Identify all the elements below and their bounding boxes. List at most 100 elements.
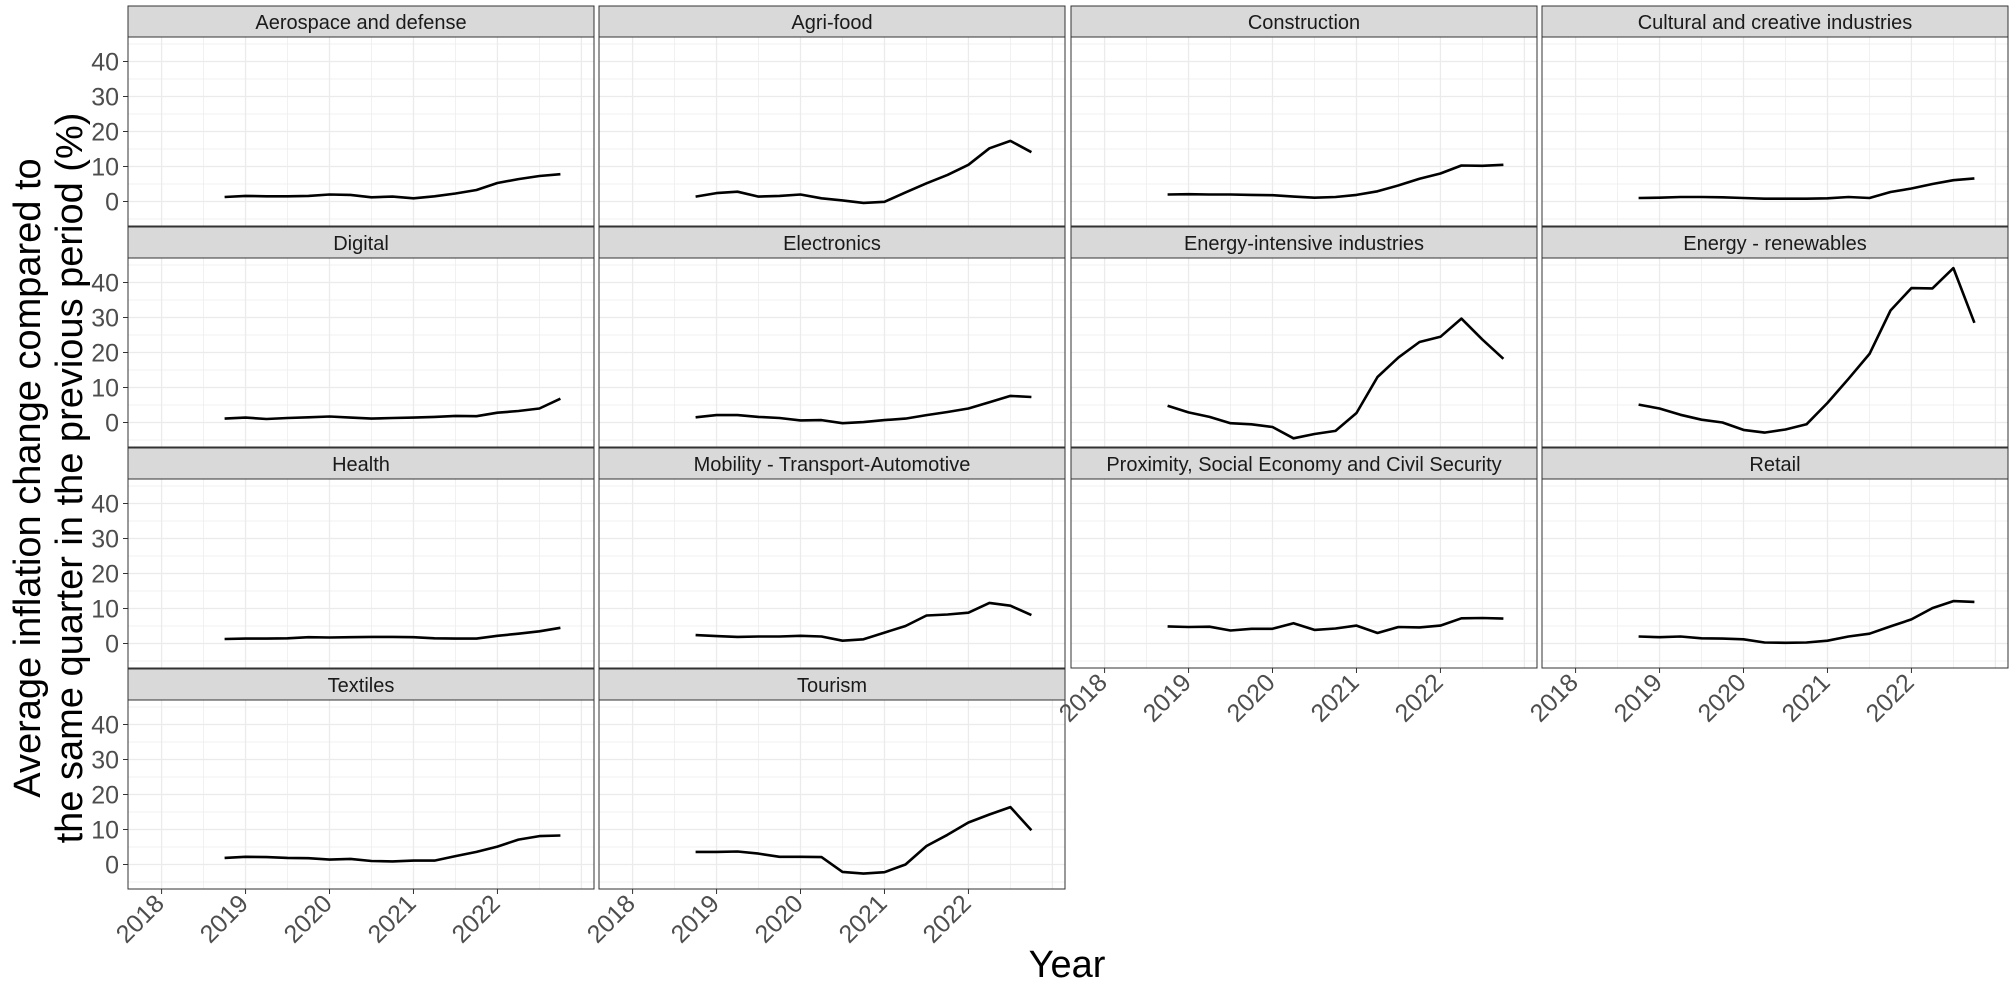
- panel-grid: [599, 258, 1065, 447]
- panel-grid: [1071, 479, 1537, 668]
- panel-grid: [599, 37, 1065, 226]
- series-line: [695, 601, 1032, 643]
- y-tick-label: 0: [105, 189, 119, 217]
- series-line: [224, 397, 561, 421]
- facet-strip-label: Electronics: [783, 233, 881, 255]
- facet-tourism: Tourism: [598, 668, 1066, 890]
- panel-grid: [128, 700, 594, 889]
- facet-retail: Retail: [1541, 447, 2009, 669]
- y-tick-label: 40: [91, 270, 119, 298]
- facet-strip: [127, 668, 595, 701]
- y-tick-label: 20: [91, 119, 119, 147]
- x-tick-label: 2022: [447, 889, 506, 948]
- y-tick-label: 30: [91, 84, 119, 112]
- facet-strip-label: Textiles: [328, 675, 395, 697]
- y-tick-label: 30: [91, 747, 119, 775]
- x-tick-label: 2018: [1525, 668, 1584, 727]
- facet-strip: [598, 447, 1066, 480]
- facet-agri-food: Agri-food: [598, 5, 1066, 227]
- x-tick-label: 2020: [279, 889, 338, 948]
- panel-grid: [128, 479, 594, 668]
- panel-grid: [1542, 37, 2008, 226]
- y-axis-ticks: 0 10 20 30 40 0 10 20 30 40 0 10 20 30 40 0 10 20 30 40: [91, 49, 128, 880]
- x-tick-label: 2021: [1777, 668, 1836, 727]
- facet-energy-intensive-industries: Energy-intensive industries: [1070, 226, 1538, 448]
- y-axis-title-line-1: Average inflation change compared to: [7, 158, 49, 797]
- facet-textiles: Textiles: [127, 668, 595, 890]
- x-tick-label: 2022: [1390, 668, 1449, 727]
- facet-strip-label: Proximity, Social Economy and Civil Secu…: [1106, 454, 1501, 476]
- panel-border: [598, 36, 1066, 227]
- facet-aerospace-and-defense: Aerospace and defense: [127, 5, 595, 227]
- facet-energy-renewables: Energy - renewables: [1541, 226, 2009, 448]
- series-line: [1167, 317, 1505, 440]
- x-tick-label: 2020: [1693, 668, 1752, 727]
- y-tick-label: 0: [105, 631, 119, 659]
- facet-strip-label: Cultural and creative industries: [1638, 12, 1913, 34]
- y-tick-label: 10: [91, 154, 119, 182]
- facet-strip-label: Energy - renewables: [1683, 233, 1866, 255]
- series-line: [224, 626, 561, 641]
- series-line: [1167, 616, 1504, 635]
- x-tick-label: 2020: [750, 889, 809, 948]
- x-tick-label: 2021: [363, 889, 422, 948]
- facet-strip-label: Digital: [333, 233, 389, 255]
- series-line: [224, 172, 561, 200]
- y-tick-label: 20: [91, 561, 119, 589]
- facet-strip: [127, 5, 595, 38]
- panel-grid: [128, 37, 594, 226]
- series-line: [1638, 177, 1975, 200]
- facet-strip: [1070, 447, 1538, 480]
- series-line: [695, 805, 1033, 875]
- panel-grid: [599, 479, 1065, 668]
- x-tick-label: 2018: [582, 889, 641, 948]
- facet-mobility-transport-automotive: Mobility - Transport-Automotive: [598, 447, 1066, 669]
- facet-strip-label: Construction: [1248, 12, 1360, 34]
- x-tick-label: 2022: [1861, 668, 1920, 727]
- x-axis-title: Year: [1029, 944, 1106, 984]
- panel-border: [598, 478, 1066, 669]
- facet-strip-label: Retail: [1749, 454, 1800, 476]
- series-line: [224, 834, 561, 863]
- facet-strip: [127, 447, 595, 480]
- facet-digital: Digital: [127, 226, 595, 448]
- panel-grid: [599, 700, 1065, 889]
- panel-border: [598, 699, 1066, 890]
- panel-border: [1070, 478, 1538, 669]
- panel-border: [1541, 257, 2009, 448]
- y-tick-label: 0: [105, 852, 119, 880]
- facet-construction: Construction: [1070, 5, 1538, 227]
- panel-border: [1541, 478, 2009, 669]
- y-tick-label: 10: [91, 596, 119, 624]
- facet-strip: [1541, 5, 2009, 38]
- y-tick-label: 40: [91, 49, 119, 77]
- x-tick-label: 2019: [666, 889, 725, 948]
- facet-panels: Aerospace and defense Agri-food Constructi…: [127, 5, 2009, 890]
- panel-border: [1070, 36, 1538, 227]
- series-line: [695, 394, 1032, 425]
- facet-proximity-social-economy-and-civil-security: Proximity, Social Economy and Civil Secu…: [1070, 447, 1538, 669]
- facet-strip: [1070, 226, 1538, 259]
- y-tick-label: 10: [91, 817, 119, 845]
- y-tick-label: 30: [91, 526, 119, 554]
- facet-strip-label: Aerospace and defense: [255, 12, 466, 34]
- series-line: [1638, 599, 1975, 645]
- facet-strip: [1070, 5, 1538, 38]
- y-tick-label: 10: [91, 375, 119, 403]
- facet-electronics: Electronics: [598, 226, 1066, 448]
- y-tick-label: 30: [91, 305, 119, 333]
- panel-border: [1541, 36, 2009, 227]
- x-tick-label: 2021: [834, 889, 893, 948]
- facet-strip: [598, 226, 1066, 259]
- panel-border: [1070, 257, 1538, 448]
- facet-strip-label: Agri-food: [791, 12, 872, 34]
- x-tick-label: 2018: [111, 889, 170, 948]
- panel-grid: [1071, 258, 1537, 447]
- y-axis-title-line-2: the same quarter in the previous period …: [49, 113, 91, 844]
- facet-strip-label: Health: [332, 454, 390, 476]
- y-tick-label: 20: [91, 340, 119, 368]
- panel-grid: [128, 258, 594, 447]
- facet-strip: [127, 226, 595, 259]
- y-tick-label: 0: [105, 410, 119, 438]
